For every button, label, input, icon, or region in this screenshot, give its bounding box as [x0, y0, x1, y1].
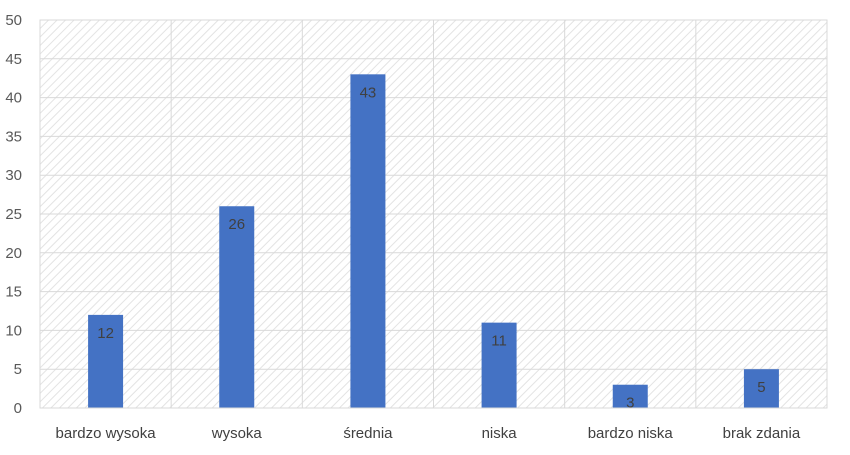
- plot-frame: [39, 19, 828, 409]
- data-label: 12: [97, 325, 114, 342]
- x-tick-label: brak zdania: [723, 425, 801, 442]
- y-tick-label: 45: [5, 51, 22, 68]
- y-tick-label: 35: [5, 128, 22, 145]
- x-axis: bardzo wysoka wysoka średnia niska bardzo ni…: [56, 425, 801, 442]
- bar: [350, 74, 386, 408]
- bar: [88, 314, 124, 408]
- y-tick-label: 10: [5, 322, 22, 339]
- bar: [219, 206, 255, 408]
- x-tick-label: niska: [482, 425, 518, 442]
- bars: [88, 74, 779, 408]
- y-tick-label: 40: [5, 90, 22, 107]
- bar: [612, 384, 648, 408]
- y-axis: 0 5 10 15 20 25 30 35 40 45 50: [5, 12, 22, 417]
- bar: [743, 369, 779, 408]
- y-tick-label: 5: [14, 361, 22, 378]
- data-labels: 12 26 43 11 3 5: [97, 84, 765, 411]
- data-label: 26: [228, 216, 245, 233]
- data-label: 43: [360, 84, 377, 101]
- x-tick-label: bardzo wysoka: [56, 425, 157, 442]
- data-label: 5: [757, 379, 765, 396]
- bar: [481, 322, 517, 408]
- data-label: 11: [491, 333, 507, 350]
- x-tick-label: wysoka: [211, 425, 263, 442]
- y-tick-label: 20: [5, 245, 22, 262]
- x-tick-label: średnia: [343, 425, 393, 442]
- y-tick-label: 30: [5, 167, 22, 184]
- y-tick-label: 15: [5, 284, 22, 301]
- x-tick-label: bardzo niska: [588, 425, 674, 442]
- y-tick-label: 25: [5, 206, 22, 223]
- data-label: 3: [626, 395, 634, 412]
- y-tick-label: 0: [14, 400, 22, 417]
- y-tick-label: 50: [5, 12, 22, 29]
